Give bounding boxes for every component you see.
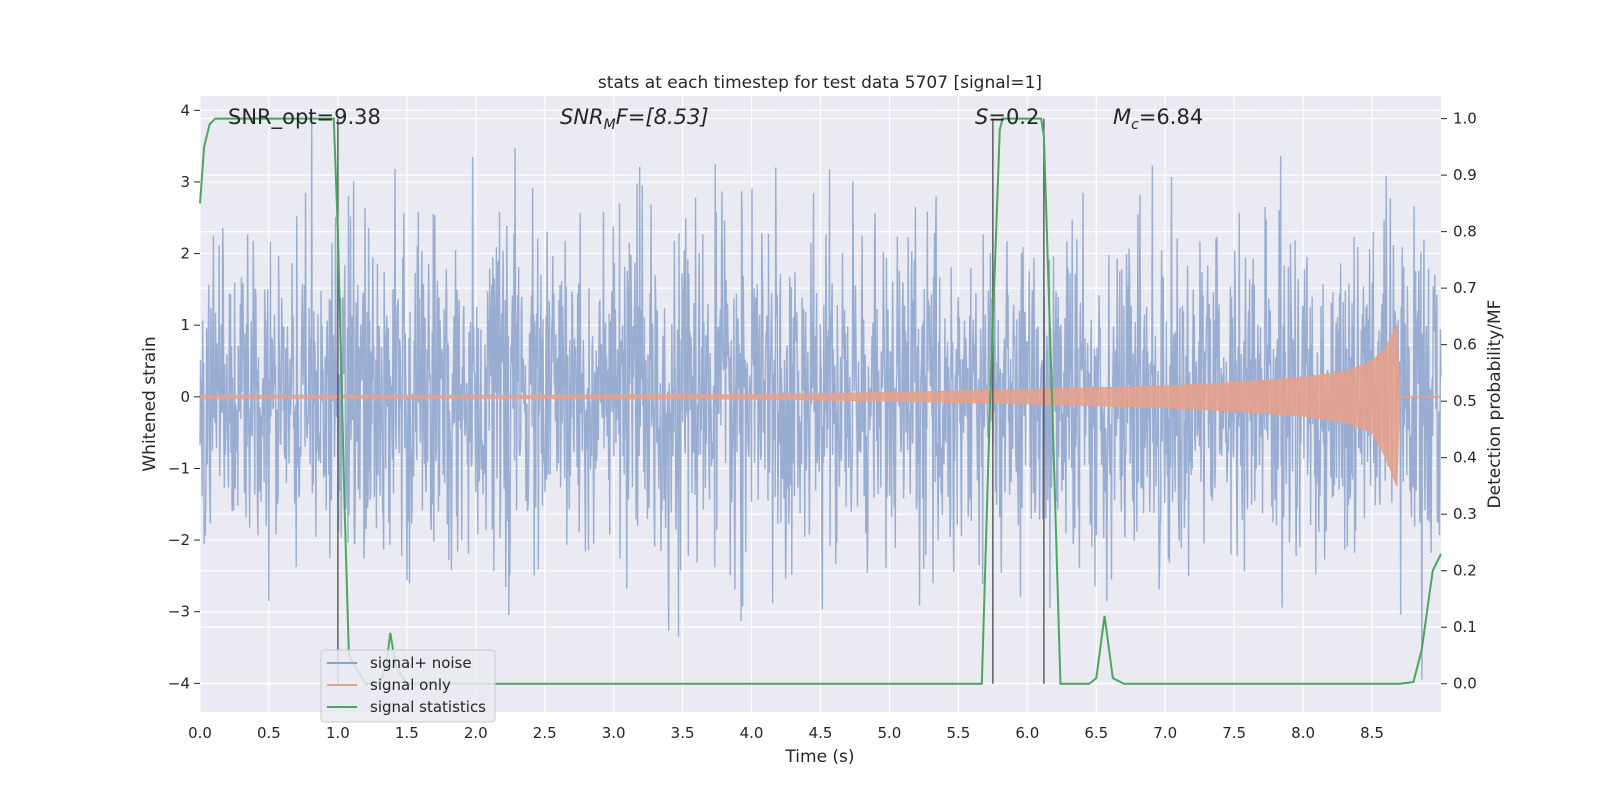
y-tick-label: −1 xyxy=(168,459,190,477)
y-right-tick-label: 0.4 xyxy=(1453,449,1477,467)
y-right-tick-label: 0.8 xyxy=(1453,223,1477,241)
x-tick-label: 1.0 xyxy=(326,724,350,742)
y-tick-label: 2 xyxy=(180,245,190,263)
y-right-tick-label: 0.3 xyxy=(1453,505,1477,523)
x-tick-label: 4.0 xyxy=(740,724,764,742)
y-axis-label: Whitened strain xyxy=(140,336,160,471)
annotation-snr-opt: SNR_opt=9.38 xyxy=(228,105,381,130)
y-right-tick-label: 0.5 xyxy=(1453,392,1477,410)
series-signal-statistics xyxy=(199,117,1442,685)
series-signal-only xyxy=(199,324,1401,487)
y-axis-label-right: Detection probability/MF xyxy=(1485,300,1505,509)
y-right-tick-label: 0.2 xyxy=(1453,562,1477,580)
x-tick-label: 7.0 xyxy=(1153,724,1177,742)
x-tick-label: 5.5 xyxy=(946,724,970,742)
x-axis-label: Time (s) xyxy=(784,747,854,767)
x-tick-label: 8.5 xyxy=(1360,724,1384,742)
x-tick-label: 3.5 xyxy=(671,724,695,742)
x-tick-label: 4.5 xyxy=(809,724,833,742)
chart-title: stats at each timestep for test data 570… xyxy=(598,73,1042,93)
y-tick-label: −2 xyxy=(168,531,190,549)
y-right-tick-label: 0.9 xyxy=(1453,166,1477,184)
x-tick-label: 0.0 xyxy=(188,724,212,742)
x-tick-label: 8.0 xyxy=(1291,724,1315,742)
y-right-tick-label: 1.0 xyxy=(1453,110,1477,128)
y-right-tick-label: 0.0 xyxy=(1453,675,1477,693)
y-tick-label: −3 xyxy=(168,603,190,621)
y-right-tick-label: 0.7 xyxy=(1453,279,1477,297)
x-tick-label: 1.5 xyxy=(395,724,419,742)
annotation-mc: Mc=6.84 xyxy=(1113,105,1203,133)
y-tick-label: 4 xyxy=(180,101,190,119)
x-tick-label: 6.0 xyxy=(1015,724,1039,742)
y-tick-label: −4 xyxy=(168,674,190,692)
x-tick-label: 0.5 xyxy=(257,724,281,742)
annotation-snr-mf: SNRMF=[8.53] xyxy=(560,105,709,133)
legend-label-signal: signal only xyxy=(370,676,451,694)
x-tick-label: 6.5 xyxy=(1084,724,1108,742)
x-tick-label: 2.0 xyxy=(464,724,488,742)
y-tick-label: 0 xyxy=(180,388,190,406)
legend-box xyxy=(320,649,496,723)
y-right-tick-label: 0.1 xyxy=(1453,618,1477,636)
x-tick-label: 5.0 xyxy=(878,724,902,742)
annotation-s: S=0.2 xyxy=(975,105,1039,129)
x-tick-label: 3.0 xyxy=(602,724,626,742)
y-tick-label: 3 xyxy=(180,173,190,191)
y-right-tick-label: 0.6 xyxy=(1453,336,1477,354)
legend: signal+ noise signal only signal statist… xyxy=(320,649,496,723)
legend-label-stats: signal statistics xyxy=(370,698,486,716)
x-tick-label: 7.5 xyxy=(1222,724,1246,742)
x-tick-label: 2.5 xyxy=(533,724,557,742)
y-tick-label: 1 xyxy=(180,316,190,334)
legend-label-noise: signal+ noise xyxy=(370,654,472,672)
